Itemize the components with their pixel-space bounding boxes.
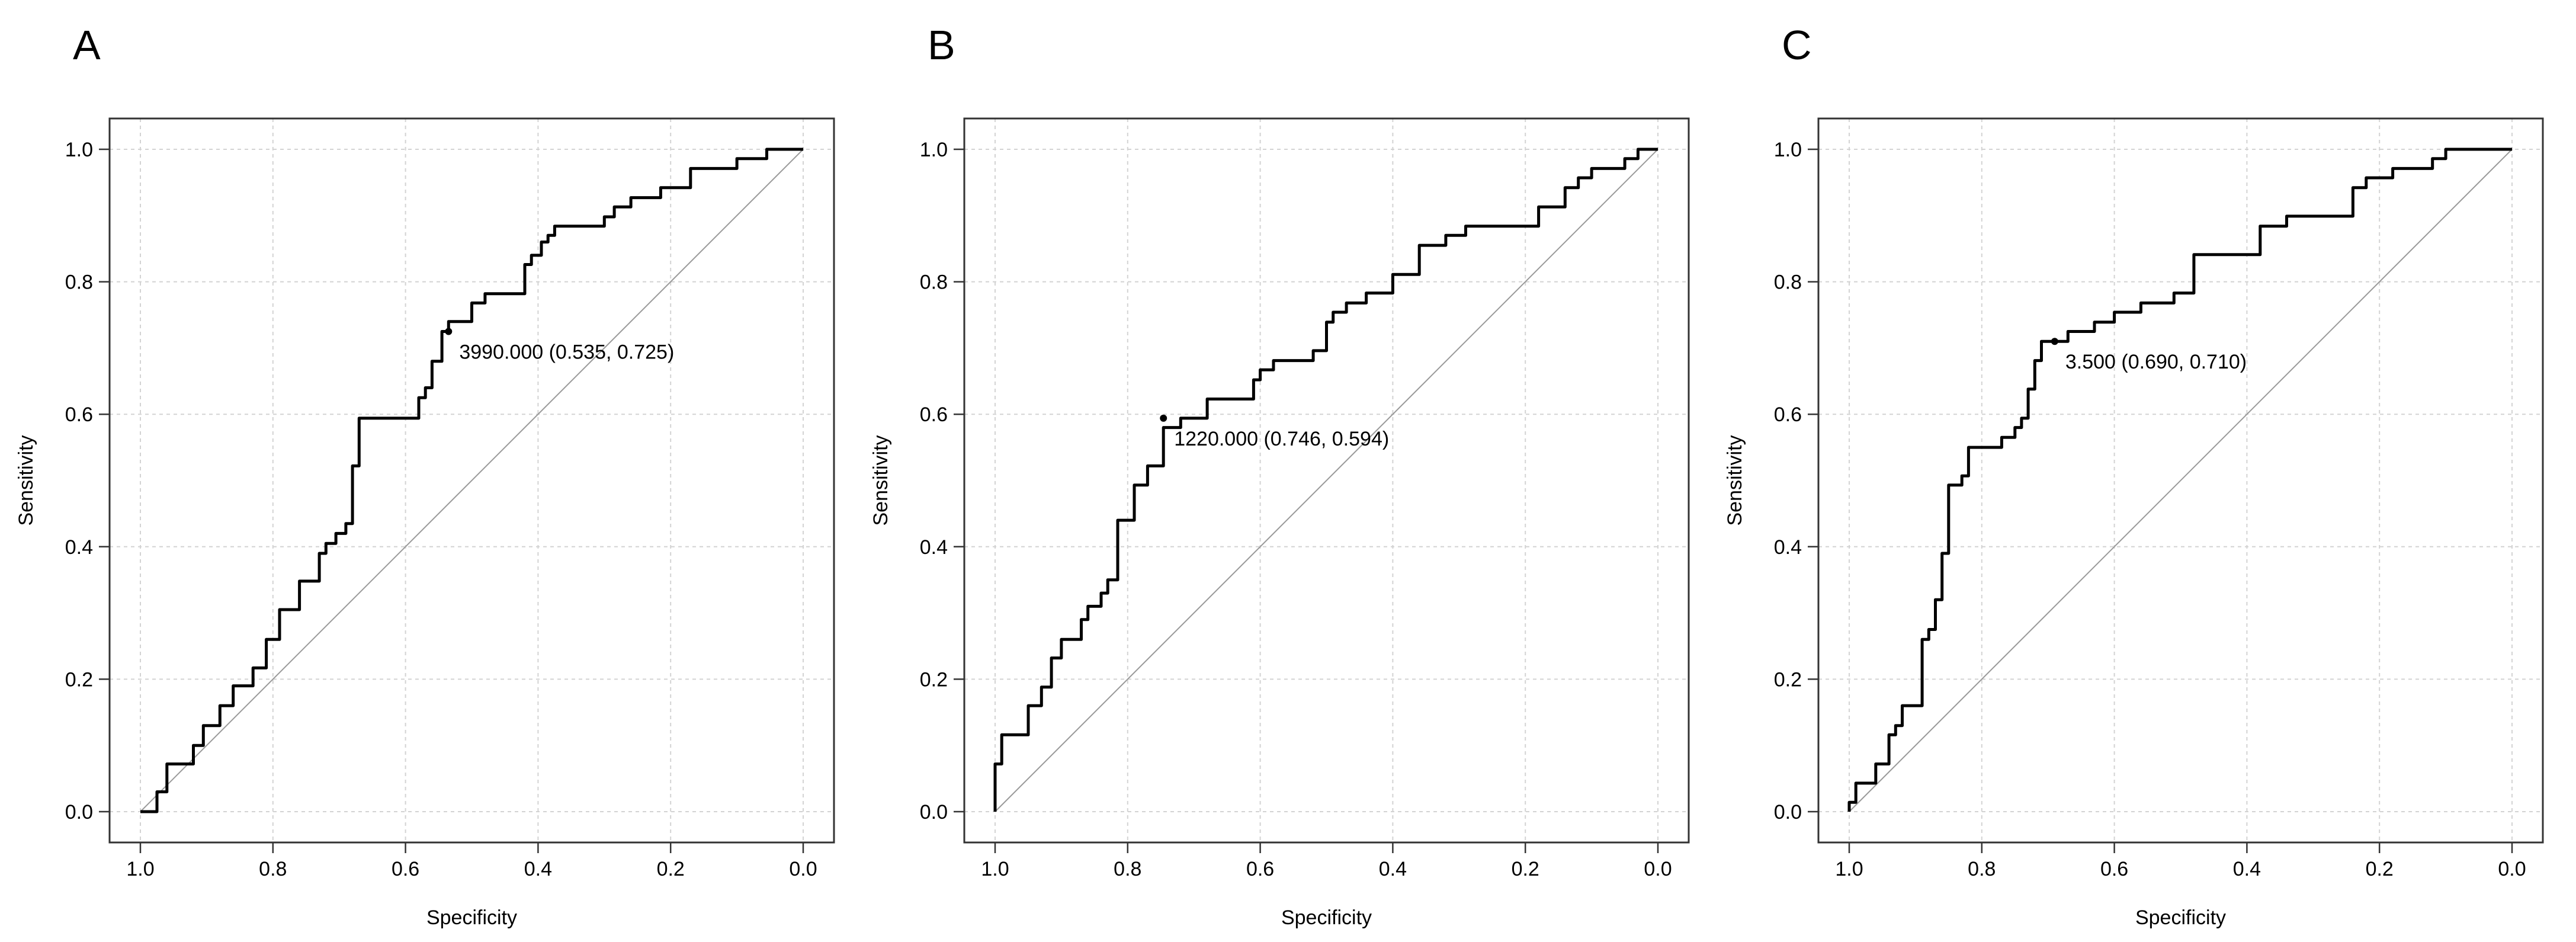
y-tick-label: 0.0 — [65, 801, 93, 824]
reference-diagonal — [140, 149, 804, 812]
y-tick-label: 0.0 — [920, 801, 948, 824]
roc-curve — [140, 148, 803, 813]
panel-letter: C — [1782, 22, 1812, 68]
roc-panel-c: C Specificity Sensitivity 1.0 0.8 0.6 0.4 0.… — [1724, 22, 2544, 929]
reference-diagonal — [1849, 149, 2513, 812]
panel-letter: B — [928, 22, 955, 68]
x-axis-title: Specificity — [1281, 906, 1372, 929]
cutoff-point — [1160, 414, 1167, 422]
reference-diagonal — [995, 149, 1658, 812]
x-tick-label: 0.8 — [1114, 858, 1141, 880]
cutoff-annotation: 3.500 (0.690, 0.710) — [2065, 351, 2247, 373]
roc-panel-a: A Specificity Sensitivity 1.0 0.8 0.6 0.4 0.… — [15, 22, 835, 929]
x-tick-label: 0.4 — [524, 858, 552, 880]
y-tick-label: 0.2 — [920, 668, 948, 691]
y-tick-label: 1.0 — [65, 139, 93, 161]
panel-letter: A — [73, 22, 101, 68]
y-tick-label: 0.6 — [65, 403, 93, 426]
x-axis-title: Specificity — [426, 906, 517, 929]
roc-curve — [1847, 148, 2512, 812]
y-tick-label: 0.8 — [65, 271, 93, 294]
y-tick-label: 0.6 — [1774, 403, 1802, 426]
y-tick-label: 0.0 — [1774, 801, 1802, 824]
y-tick-label: 0.4 — [1774, 536, 1802, 559]
y-tick-label: 0.4 — [920, 536, 948, 559]
plot-frame — [963, 117, 1690, 844]
x-tick-label: 1.0 — [1835, 858, 1863, 880]
y-tick-label: 1.0 — [1774, 139, 1802, 161]
y-tick-label: 0.2 — [65, 668, 93, 691]
y-tick-label: 0.4 — [65, 536, 93, 559]
y-axis-title: Sensitivity — [870, 435, 892, 526]
y-tick-label: 0.8 — [920, 271, 948, 294]
x-tick-label: 0.8 — [259, 858, 287, 880]
cutoff-point — [2051, 338, 2058, 345]
plot-frame — [1817, 117, 2544, 844]
x-tick-label: 1.0 — [126, 858, 154, 880]
y-tick-label: 0.8 — [1774, 271, 1802, 294]
x-tick-label: 0.0 — [2498, 858, 2526, 880]
x-tick-label: 0.8 — [1968, 858, 1996, 880]
cutoff-point — [445, 328, 453, 335]
cutoff-annotation: 3990.000 (0.535, 0.725) — [459, 341, 674, 363]
roc-panel-b: B Specificity Sensitivity 1.0 0.8 0.6 0.4 0.… — [870, 22, 1690, 929]
cutoff-annotation: 1220.000 (0.746, 0.594) — [1174, 428, 1389, 450]
x-tick-label: 0.6 — [2100, 858, 2128, 880]
x-tick-label: 0.2 — [1512, 858, 1539, 880]
y-axis-title: Sensitivity — [1724, 435, 1746, 526]
y-tick-label: 0.6 — [920, 403, 948, 426]
x-axis-title: Specificity — [2135, 906, 2226, 929]
y-tick-label: 0.2 — [1774, 668, 1802, 691]
plot-frame — [108, 117, 835, 844]
x-tick-label: 0.0 — [789, 858, 817, 880]
x-tick-label: 0.6 — [392, 858, 419, 880]
x-tick-label: 1.0 — [981, 858, 1009, 880]
x-tick-label: 0.6 — [1246, 858, 1274, 880]
x-tick-label: 0.2 — [2366, 858, 2394, 880]
x-tick-label: 0.4 — [1379, 858, 1407, 880]
y-axis-title: Sensitivity — [15, 435, 37, 526]
x-tick-label: 0.2 — [657, 858, 685, 880]
y-tick-label: 1.0 — [920, 139, 948, 161]
roc-curve — [993, 148, 1658, 812]
x-tick-label: 0.0 — [1644, 858, 1672, 880]
x-tick-label: 0.4 — [2233, 858, 2261, 880]
